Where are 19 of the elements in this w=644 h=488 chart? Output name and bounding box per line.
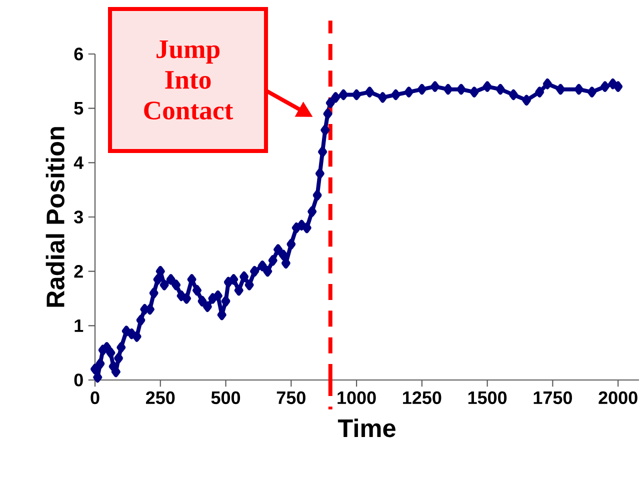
annotation: Jump Into Contact [144, 40, 234, 120]
y-tick-label: 6 [74, 48, 83, 60]
x-tick-label: 0 [90, 391, 100, 404]
y-tick-label: 1 [74, 319, 84, 332]
y-tick-label: 4 [74, 156, 84, 169]
y-tick-label: 2 [74, 265, 83, 278]
x-tick-label: 1500 [468, 391, 507, 404]
y-tick-label: 0 [74, 374, 83, 386]
x-axis-title: Time [338, 418, 396, 438]
x-tick-label: 1000 [338, 391, 376, 404]
x-tick-label: 1750 [534, 391, 572, 404]
y-tick-label: 3 [74, 210, 83, 224]
y-tick-label: 5 [74, 102, 84, 115]
x-tick-label: 750 [276, 391, 306, 404]
x-tick-label: 1250 [403, 391, 442, 404]
x-tick-label: 500 [211, 391, 240, 404]
x-tick-label: 250 [146, 391, 175, 404]
y-axis-title: Radial Position [46, 127, 64, 307]
x-tick-label: 2000 [598, 391, 638, 404]
